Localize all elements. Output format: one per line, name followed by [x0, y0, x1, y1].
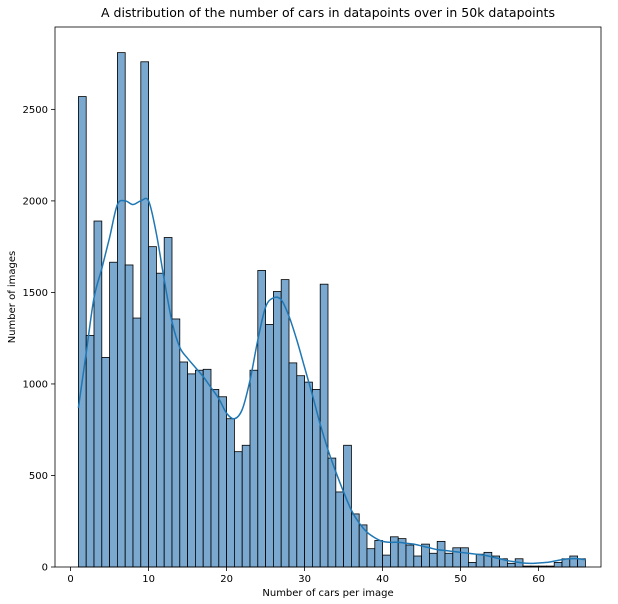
histogram-bar — [85, 335, 95, 568]
histogram-bar — [202, 368, 212, 568]
histogram-bar — [187, 373, 196, 568]
histogram-bar — [506, 562, 516, 568]
y-tick-label: 2000 — [23, 196, 48, 207]
histogram-bar — [335, 491, 344, 568]
histogram-bar — [233, 451, 243, 568]
histogram-bar — [288, 362, 298, 568]
histogram-bar — [280, 279, 290, 568]
kde-density-line — [77, 197, 586, 565]
histogram-bar — [117, 52, 126, 568]
histogram-bar — [101, 357, 111, 568]
histogram-bar — [140, 61, 150, 568]
histogram-bar — [304, 381, 313, 568]
histogram-bar — [428, 552, 438, 568]
histogram-bar — [78, 96, 87, 568]
histogram-bar — [366, 548, 376, 568]
x-tick-label: 20 — [220, 574, 233, 585]
histogram-bar — [194, 369, 204, 568]
histogram-bar — [241, 444, 251, 568]
histogram-bar — [467, 562, 477, 568]
plot-frame — [54, 26, 602, 568]
y-tick-label: 1500 — [23, 288, 48, 299]
histogram-bar — [179, 361, 189, 568]
histogram-bar — [218, 396, 228, 568]
histogram-bar — [311, 389, 321, 568]
histogram-bar — [226, 418, 235, 568]
histogram-bar — [569, 555, 578, 568]
histogram-bar — [436, 540, 446, 568]
histogram-bar — [265, 324, 274, 568]
histogram-bar — [257, 270, 266, 568]
y-axis-label: Number of images — [7, 251, 18, 344]
histogram-bar — [374, 540, 383, 568]
histogram-bar — [210, 389, 220, 568]
histogram-bar — [413, 555, 422, 568]
y-axis-ticks: 0 500 1000 1500 2000 2500 — [23, 105, 55, 574]
histogram-bar — [327, 457, 337, 568]
histogram-bar — [553, 562, 563, 568]
y-tick-label: 2500 — [23, 105, 48, 116]
histogram-bar — [382, 554, 391, 568]
x-tick-label: 40 — [376, 574, 389, 585]
histogram-bar — [296, 375, 305, 568]
y-tick-label: 0 — [42, 563, 48, 574]
x-tick-label: 50 — [454, 574, 467, 585]
histogram-bar — [171, 318, 181, 568]
histogram-bar — [405, 544, 415, 568]
histogram-bar — [249, 369, 259, 568]
x-tick-label: 30 — [298, 574, 311, 585]
histogram-bar — [155, 272, 165, 568]
histogram-bar — [460, 547, 469, 568]
histogram-bar — [148, 246, 157, 568]
histogram-bar — [483, 551, 493, 568]
x-axis-label: Number of cars per image — [262, 588, 393, 599]
y-tick-label: 1000 — [23, 379, 48, 390]
x-tick-label: 0 — [67, 574, 73, 585]
y-tick-label: 500 — [29, 471, 48, 482]
histogram-bar — [109, 261, 118, 568]
histogram-bar — [475, 553, 485, 568]
histogram-bar — [272, 291, 282, 568]
x-tick-label: 10 — [142, 574, 155, 585]
x-tick-label: 60 — [532, 574, 545, 585]
histogram-bars — [78, 52, 586, 568]
histogram-bar — [124, 264, 134, 568]
histogram-bar — [132, 317, 142, 568]
histogram-bar — [389, 536, 399, 568]
x-axis-ticks: 0 10 20 30 40 50 60 — [67, 567, 545, 585]
histogram-bar — [452, 547, 461, 568]
histogram-bar — [444, 552, 454, 568]
chart-title: A distribution of the number of cars in … — [101, 5, 555, 20]
